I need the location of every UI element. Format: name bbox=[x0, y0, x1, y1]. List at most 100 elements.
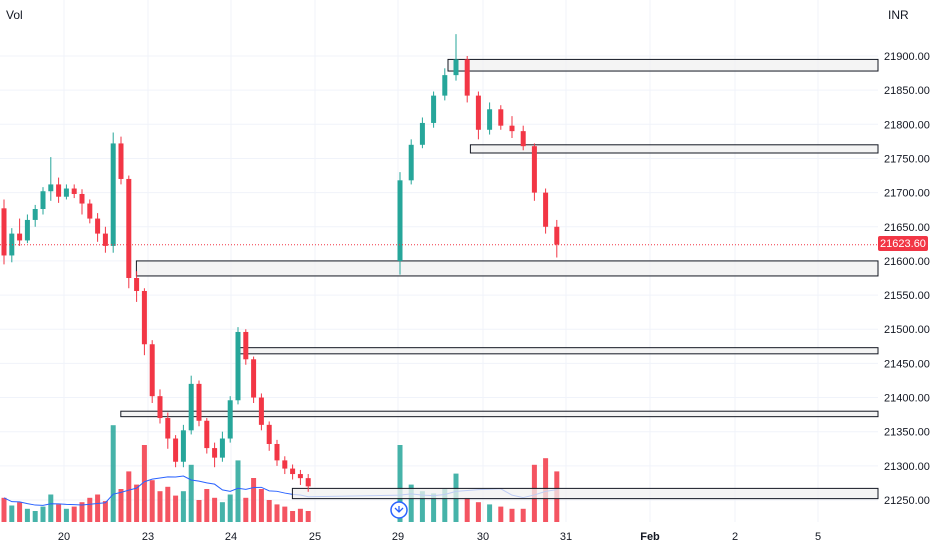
price-badge-text: 21623.60 bbox=[880, 238, 926, 250]
candle-body bbox=[212, 448, 218, 458]
volume-bar bbox=[102, 501, 108, 522]
candle-body bbox=[290, 468, 296, 475]
y-tick-label: 21650.00 bbox=[884, 222, 930, 234]
candle-body bbox=[196, 383, 202, 421]
candle-body bbox=[17, 233, 23, 241]
volume-bar bbox=[251, 478, 257, 522]
volume-bar bbox=[32, 511, 38, 522]
candle-body bbox=[87, 203, 93, 219]
volume-bar bbox=[196, 500, 202, 522]
event-marker[interactable] bbox=[390, 501, 408, 519]
candle-body bbox=[442, 75, 448, 96]
x-tick-label: 20 bbox=[58, 531, 70, 543]
zone-box bbox=[135, 260, 879, 277]
candle-body bbox=[397, 180, 403, 261]
candle-body bbox=[258, 397, 264, 425]
candle-body bbox=[219, 438, 225, 458]
x-tick-label: 25 bbox=[309, 531, 321, 543]
candle-body bbox=[141, 290, 147, 345]
candle-body bbox=[110, 143, 116, 246]
x-tick-label: Feb bbox=[640, 531, 660, 543]
candle-body bbox=[475, 95, 481, 130]
candle-body bbox=[165, 418, 171, 439]
y-tick-label: 21350.00 bbox=[884, 427, 930, 439]
volume-bar bbox=[118, 489, 124, 522]
candle-body bbox=[487, 109, 493, 130]
volume-bar bbox=[95, 494, 101, 522]
volume-bar bbox=[397, 445, 403, 522]
x-tick-label: 2 bbox=[732, 531, 738, 543]
candle-body bbox=[282, 460, 288, 469]
candle-body bbox=[48, 184, 54, 192]
volume-bar bbox=[188, 464, 194, 522]
zone-box bbox=[237, 347, 879, 355]
zone-box bbox=[447, 58, 879, 72]
arrow-icon bbox=[394, 506, 404, 513]
candle-body bbox=[498, 109, 504, 126]
candle-body bbox=[71, 188, 77, 194]
candle-body bbox=[204, 420, 210, 449]
volume-bar bbox=[520, 508, 526, 522]
y-tick-label: 21700.00 bbox=[884, 188, 930, 200]
candle-body bbox=[180, 430, 186, 462]
candle-body bbox=[95, 218, 101, 234]
x-tick-label: 29 bbox=[392, 531, 404, 543]
volume-bar bbox=[212, 497, 218, 522]
currency-label[interactable]: INR bbox=[888, 8, 909, 22]
candle-body bbox=[32, 209, 38, 220]
volume-bars bbox=[1, 425, 560, 522]
volume-bar bbox=[110, 425, 116, 522]
volume-bar bbox=[87, 497, 93, 522]
x-axis: 20 23 24 25 29 30 31 Feb 2 5 bbox=[58, 531, 821, 543]
volume-bar bbox=[243, 497, 249, 522]
candle-body bbox=[251, 359, 257, 398]
volume-bar bbox=[297, 508, 303, 522]
volume-bar bbox=[134, 484, 140, 522]
volume-bar bbox=[227, 494, 233, 522]
candle-body bbox=[40, 191, 46, 210]
candle-body bbox=[305, 478, 311, 487]
volume-bar bbox=[266, 500, 272, 522]
volume-bar bbox=[487, 504, 493, 522]
y-tick-label: 21500.00 bbox=[884, 324, 930, 336]
y-tick-label: 21900.00 bbox=[884, 51, 930, 63]
zones bbox=[120, 58, 879, 500]
candle-body bbox=[531, 146, 537, 193]
volume-bar bbox=[290, 511, 296, 522]
candle-body bbox=[149, 344, 155, 397]
volume-bar bbox=[79, 502, 85, 522]
candle-body bbox=[297, 474, 303, 479]
last-price-badge: 21623.60 bbox=[878, 236, 928, 251]
y-tick-label: 21250.00 bbox=[884, 495, 930, 507]
candle-body bbox=[235, 331, 241, 401]
candle-body bbox=[453, 59, 459, 76]
volume-bar bbox=[165, 486, 171, 522]
y-tick-label: 21450.00 bbox=[884, 358, 930, 370]
volume-bar bbox=[219, 502, 225, 522]
volume-bar bbox=[126, 471, 132, 522]
volume-bar bbox=[442, 489, 448, 522]
candle-body bbox=[63, 188, 69, 197]
candle-body bbox=[419, 122, 425, 145]
zone-box bbox=[469, 144, 879, 154]
volume-bar bbox=[40, 506, 46, 522]
candle-body bbox=[79, 193, 85, 204]
candle-body bbox=[24, 219, 30, 241]
y-tick-label: 21600.00 bbox=[884, 256, 930, 268]
y-tick-label: 21550.00 bbox=[884, 290, 930, 302]
x-tick-label: 24 bbox=[225, 531, 237, 543]
volume-bar bbox=[475, 502, 481, 522]
candle-body bbox=[554, 226, 560, 245]
y-tick-label: 21300.00 bbox=[884, 461, 930, 473]
candle-body bbox=[188, 383, 194, 431]
candles bbox=[1, 34, 560, 492]
candle-body bbox=[520, 131, 526, 147]
candle-body bbox=[408, 144, 414, 181]
candle-body bbox=[102, 233, 108, 246]
volume-bar bbox=[180, 491, 186, 522]
candle-body bbox=[464, 59, 470, 96]
volume-bar bbox=[431, 493, 437, 522]
candle-body bbox=[243, 331, 249, 360]
candle-body bbox=[274, 443, 280, 461]
